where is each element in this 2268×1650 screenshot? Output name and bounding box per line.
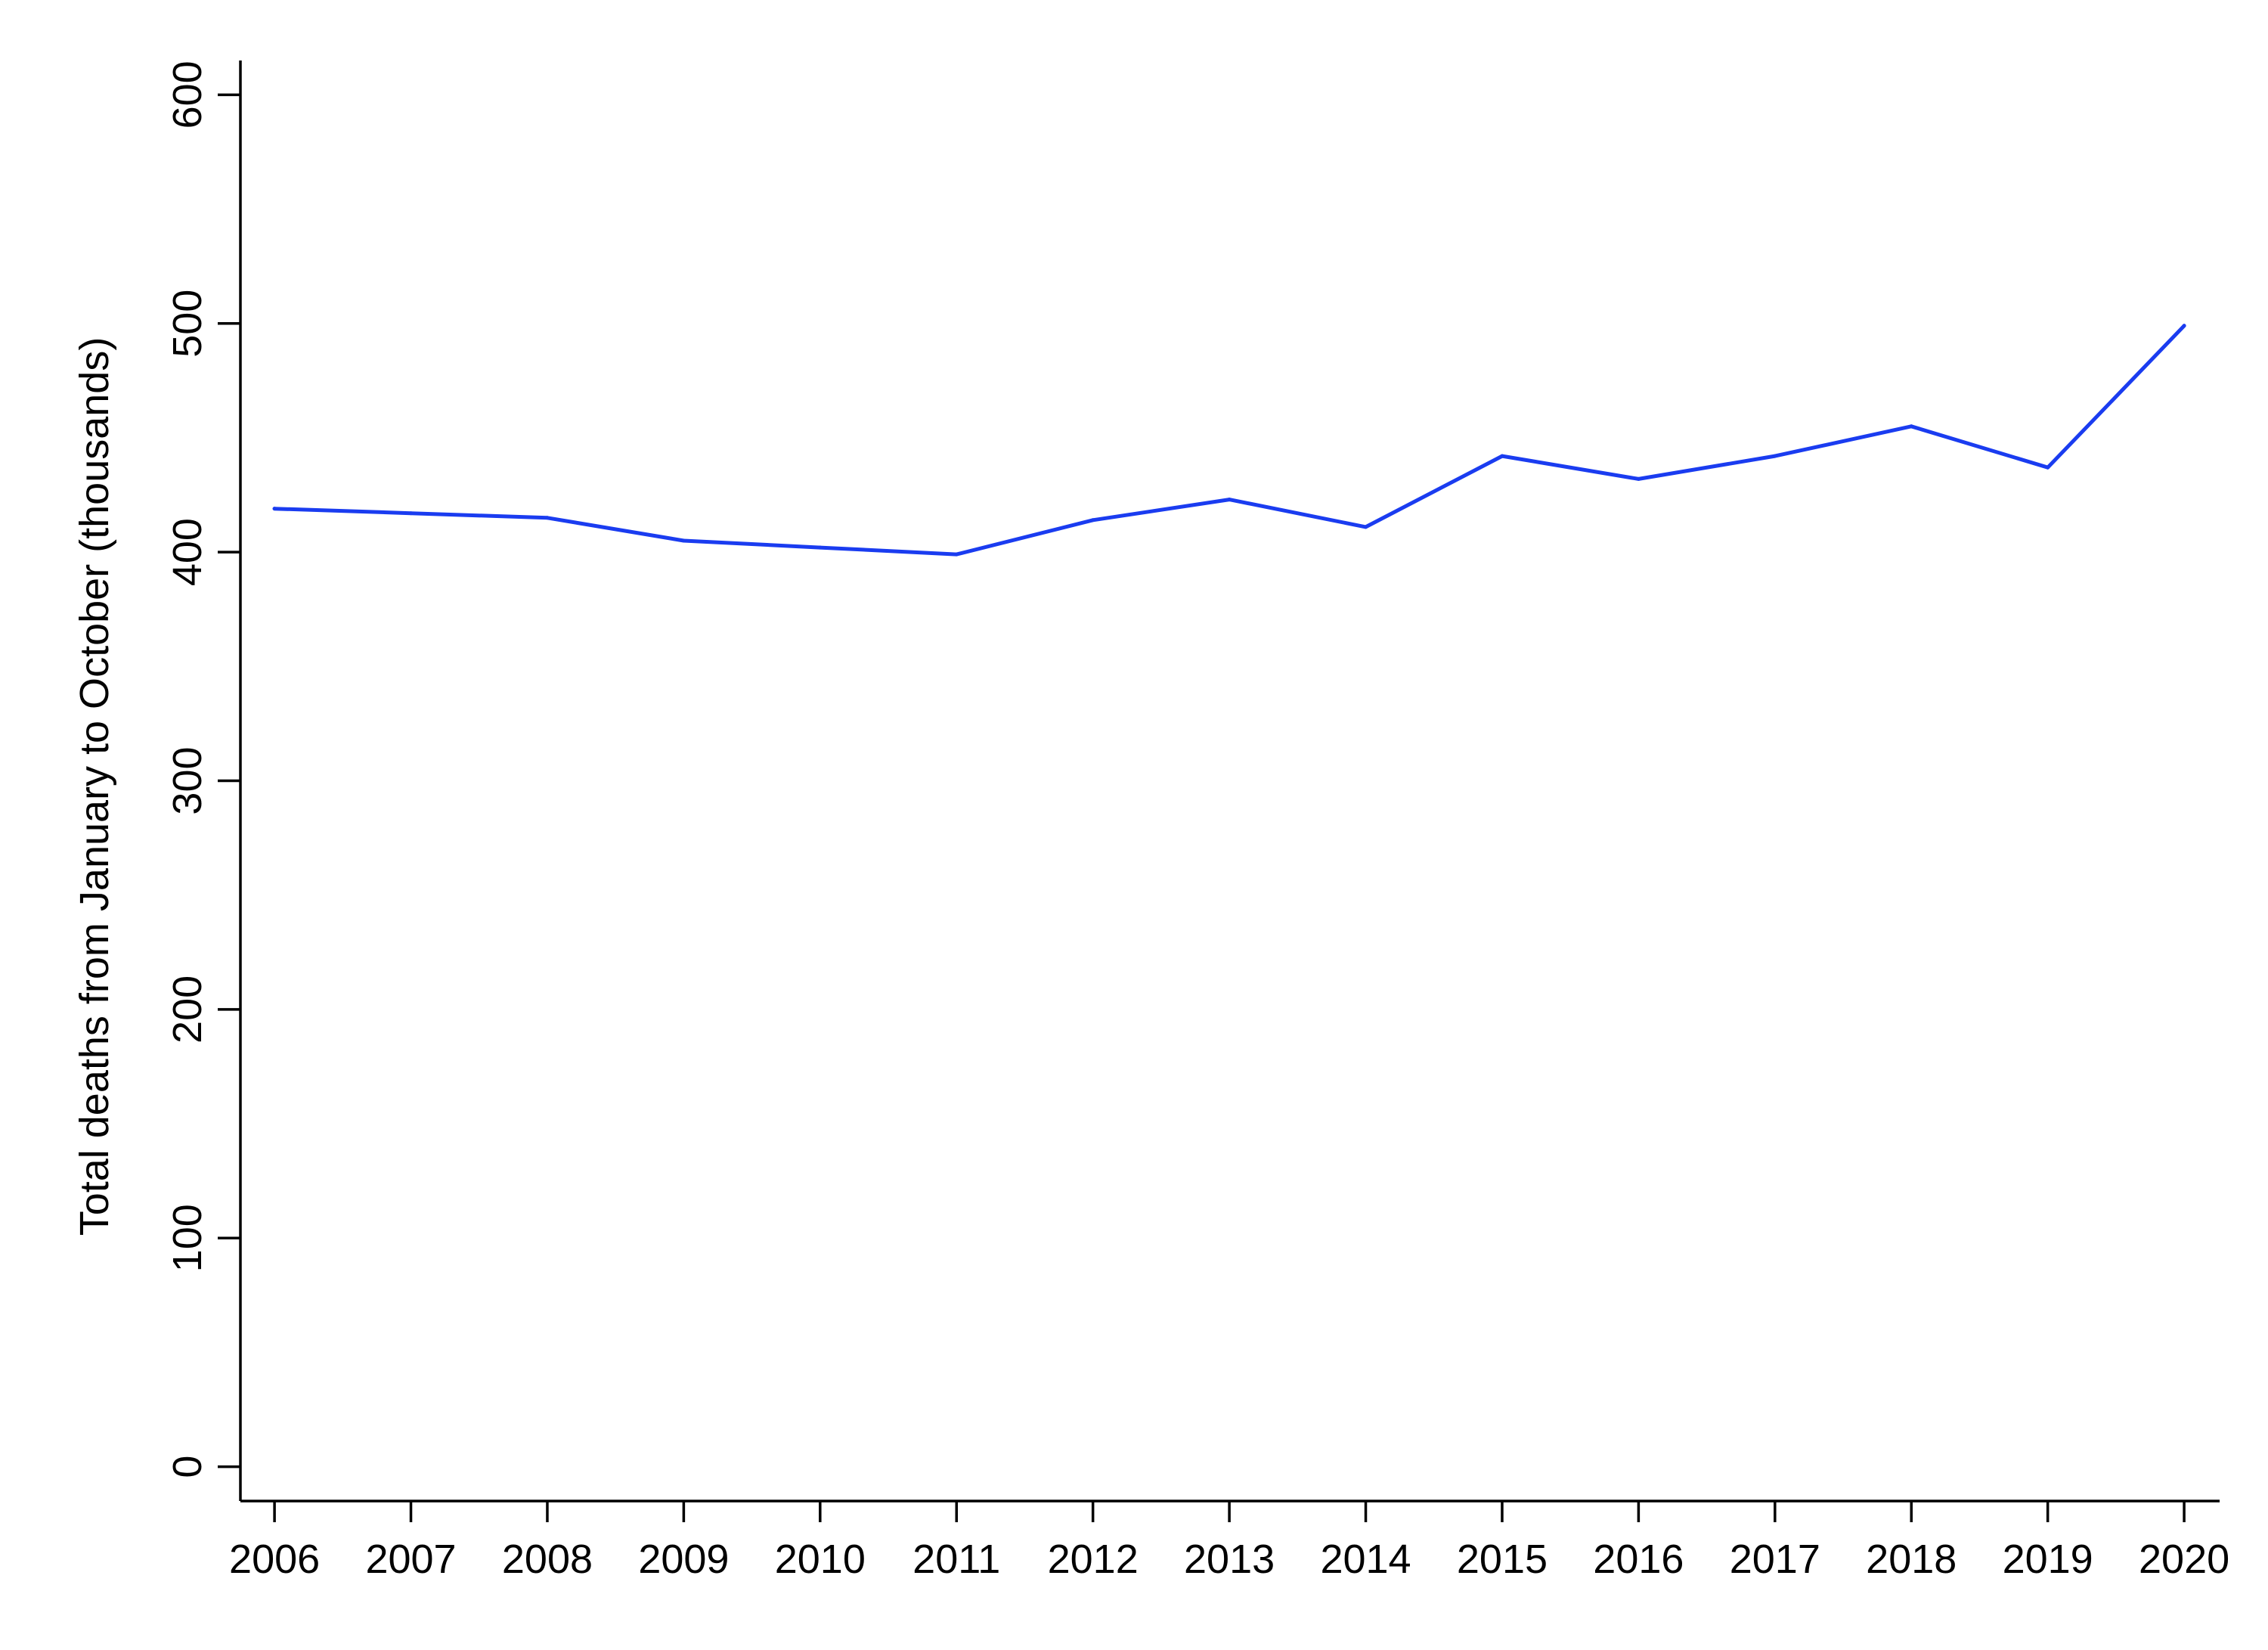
x-tick-label: 2016: [1593, 1537, 1684, 1582]
x-tick-label: 2020: [2139, 1537, 2229, 1582]
data-point: [1636, 476, 1641, 481]
x-tick-label: 2019: [2003, 1537, 2093, 1582]
data-point: [409, 511, 414, 516]
data-point: [1364, 525, 1368, 529]
series-line: [272, 324, 2186, 557]
y-axis: 0 100 200 300 400 500 600: [165, 60, 242, 1501]
data-point: [2046, 465, 2050, 470]
y-tick-label: 0: [165, 1456, 210, 1478]
data-point: [1773, 454, 1777, 458]
x-tick-label: 2008: [502, 1537, 593, 1582]
x-tick-label: 2007: [365, 1537, 456, 1582]
y-tick-label: 300: [165, 746, 210, 814]
data-point: [681, 538, 686, 543]
data-point: [954, 552, 959, 557]
x-tick-label: 2017: [1730, 1537, 1820, 1582]
data-point: [1909, 424, 1913, 429]
data-point: [1227, 498, 1232, 502]
data-point: [2182, 324, 2186, 328]
x-tick-label: 2013: [1184, 1537, 1275, 1582]
x-tick-label: 2010: [775, 1537, 866, 1582]
y-tick-label: 600: [165, 60, 210, 129]
data-point: [545, 516, 550, 520]
x-tick-label: 2015: [1457, 1537, 1548, 1582]
y-tick-label: 500: [165, 290, 210, 358]
y-tick-label: 200: [165, 975, 210, 1044]
x-tick-label: 2009: [638, 1537, 729, 1582]
x-tick-label: 2018: [1866, 1537, 1957, 1582]
y-tick-label: 400: [165, 518, 210, 586]
data-point: [1500, 454, 1504, 458]
x-tick-label: 2011: [912, 1537, 1000, 1582]
y-axis-title: Total deaths from January to October (th…: [72, 337, 117, 1236]
x-tick-label: 2006: [229, 1537, 320, 1582]
data-point: [272, 507, 277, 511]
data-point: [818, 545, 823, 550]
x-tick-label: 2014: [1320, 1537, 1411, 1582]
data-point: [1091, 518, 1095, 523]
x-tick-label: 2012: [1048, 1537, 1139, 1582]
series-group: [272, 324, 2186, 557]
x-axis: 2006 2007 2008 2009 2010 2011 2012 2013 2014 2015…: [229, 1500, 2229, 1582]
y-tick-label: 100: [165, 1204, 210, 1272]
